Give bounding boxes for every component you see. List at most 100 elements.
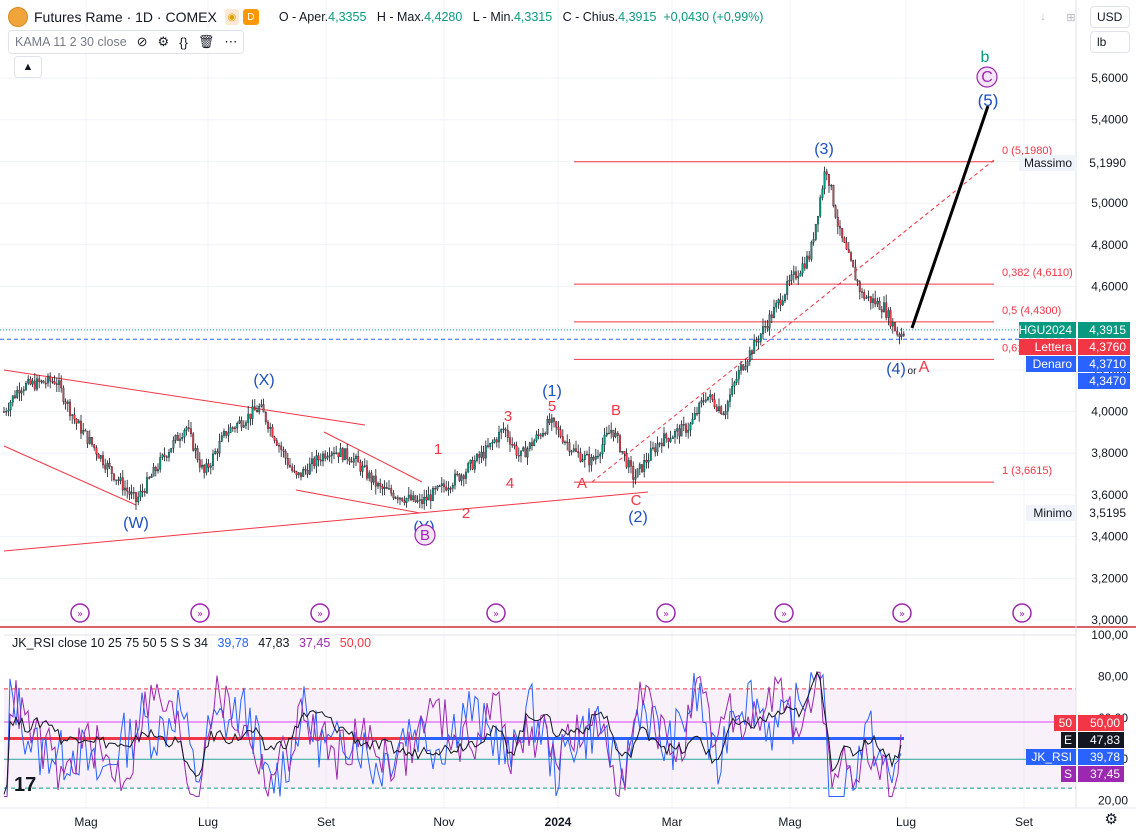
candle-body — [740, 364, 742, 371]
price-tick-label: 5,4000 — [1091, 113, 1128, 127]
price-value-label: 4,3470 — [1089, 374, 1126, 388]
symbol-title[interactable]: Futures Rame · 1D · COMEX — [34, 9, 217, 25]
candle-body — [581, 459, 584, 462]
rsi-tag-box — [1054, 715, 1076, 731]
delayed-badge[interactable]: D — [242, 9, 259, 25]
candle-body — [47, 375, 49, 384]
price-tag-label: Massimo — [1024, 156, 1072, 170]
candle-body — [69, 401, 71, 416]
wave-label: (5) — [978, 91, 999, 110]
candle-body — [872, 298, 874, 303]
time-tick-label: Set — [317, 815, 336, 829]
candle-body — [522, 447, 525, 451]
fib-level-label: 0,382 (4,6110) — [1002, 267, 1073, 279]
code-icon[interactable]: {} — [179, 34, 188, 50]
candle-body — [513, 444, 516, 446]
candle-body — [757, 341, 760, 343]
candle-body — [720, 406, 723, 415]
rsi-tag-box — [1061, 732, 1076, 748]
time-tick-label: Mag — [778, 815, 801, 829]
candle-body — [289, 465, 291, 468]
candle-body — [841, 228, 844, 239]
candle-body — [368, 472, 371, 479]
candle-body — [352, 458, 355, 463]
candle-body — [82, 429, 85, 434]
trendline — [3, 369, 366, 426]
unit-select[interactable]: lb — [1090, 31, 1130, 53]
rsi-tag-label: 50 — [1059, 716, 1073, 730]
time-tick-label: 2024 — [545, 815, 572, 829]
candle-body — [594, 456, 597, 460]
candle-body — [643, 459, 646, 472]
candle-body — [498, 431, 500, 443]
candle-body — [146, 477, 148, 493]
rsi-legend: JK_RSI close 10 25 75 50 5 S S 34 39,78 … — [12, 636, 377, 650]
candle-body — [38, 378, 41, 383]
rsi-value-box — [1078, 715, 1124, 731]
candle-body — [220, 435, 223, 442]
wave-label-circle — [414, 524, 436, 546]
candle-body — [258, 406, 261, 413]
candle-body — [509, 437, 511, 445]
candle-body — [592, 457, 595, 460]
candle-body — [401, 497, 404, 501]
candle-body — [755, 339, 758, 342]
wave-label: A — [577, 475, 587, 492]
currency-select[interactable]: USD — [1090, 6, 1130, 28]
wave-label: (1) — [542, 383, 562, 400]
candle-body — [781, 300, 784, 306]
candle-body — [465, 471, 467, 479]
trash-icon[interactable]: 🗑 — [197, 34, 215, 49]
candle-body — [885, 302, 888, 318]
rsi-tick-label: 80,00 — [1098, 669, 1128, 683]
add-panel-icon[interactable]: ⊞ — [1066, 11, 1076, 24]
candle-body — [407, 494, 410, 499]
candle-body — [429, 494, 432, 501]
candle-body — [223, 431, 225, 436]
candle-body — [150, 476, 153, 479]
candle-body — [586, 454, 588, 456]
symbol-legend: Futures Rame · 1D · COMEX ◉ D O - Aper.4… — [8, 6, 763, 28]
price-value-label: 5,1990 — [1089, 156, 1126, 170]
open-value: 4,3355 — [328, 10, 367, 24]
candle-body — [678, 428, 681, 437]
candle-body — [273, 436, 276, 441]
collapse-legend-button[interactable]: ▲ — [14, 56, 42, 78]
tradingview-logo[interactable]: 17 — [14, 774, 37, 796]
candle-body — [185, 427, 188, 431]
candle-body — [898, 334, 901, 337]
candle-body — [355, 456, 357, 459]
indicator-legend[interactable]: KAMA 11 2 30 close ⊘ ⚙ {} 🗑 ⋯ — [8, 30, 245, 54]
price-value-label: 4,3760 — [1089, 340, 1126, 354]
close-value: 4,3915 — [618, 10, 657, 24]
candle-body — [311, 458, 313, 465]
wave-label: B — [420, 527, 430, 544]
wave-label: A — [919, 359, 930, 376]
candle-body — [812, 239, 815, 243]
price-tick-label: 3,6000 — [1091, 488, 1128, 502]
low-label: L - Min. — [472, 10, 514, 24]
candle-body — [869, 296, 872, 303]
price-value-box — [1078, 356, 1130, 372]
arrow-down-icon[interactable]: ↓ — [1040, 11, 1046, 23]
candle-body — [583, 454, 586, 460]
wave-label: b — [981, 49, 990, 66]
settings-gear-icon[interactable]: ⚙ — [1104, 811, 1118, 828]
candle-body — [25, 383, 27, 390]
candle-body — [410, 494, 412, 501]
candle-body — [777, 299, 780, 304]
eye-off-icon[interactable]: ⊘ — [136, 34, 148, 49]
candle-body — [374, 475, 377, 487]
candle-body — [324, 453, 327, 459]
candle-body — [361, 465, 364, 472]
gear-icon[interactable]: ⚙ — [157, 34, 170, 49]
candle-body — [192, 433, 195, 451]
candle-body — [713, 399, 716, 407]
candle-body — [742, 364, 745, 370]
candle-body — [698, 402, 701, 415]
candle-body — [858, 281, 861, 292]
candle-body — [102, 455, 104, 466]
more-icon[interactable]: ⋯ — [224, 34, 238, 49]
price-tag-box — [1019, 339, 1076, 355]
